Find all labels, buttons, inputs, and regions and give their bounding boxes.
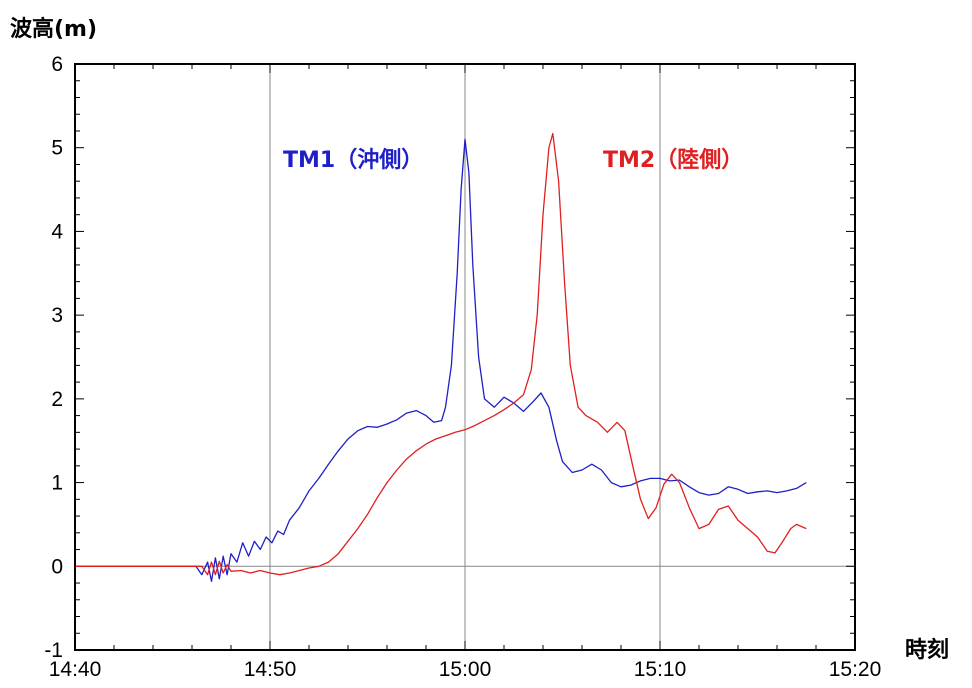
series-label-tm1: TM1（沖側）: [283, 148, 423, 173]
plot-frame: [74, 63, 856, 651]
y-tick-label: 6: [51, 53, 63, 76]
series-label-tm2: TM2（陸側）: [603, 147, 743, 173]
x-tick-label: 14:50: [244, 658, 297, 681]
y-tick-label: 1: [51, 472, 63, 495]
series-line-tm2: [75, 132, 807, 576]
y-tick-label: 2: [51, 388, 63, 411]
y-tick-label: 5: [51, 137, 63, 160]
series-line-tm1: [75, 138, 807, 583]
series-group: [75, 132, 807, 583]
x-axis-title: 時刻: [905, 637, 949, 663]
x-tick-label: 15:00: [439, 658, 492, 681]
y-tick-label: -1: [44, 639, 63, 662]
x-tick-label: 14:40: [49, 658, 102, 681]
y-tick-label: 3: [51, 304, 63, 327]
y-axis-title: 波高(m): [10, 16, 97, 42]
x-tick-label: 15:10: [634, 658, 687, 681]
y-tick-label: 4: [51, 220, 63, 243]
y-tick-label: 0: [51, 555, 63, 578]
x-tick-label: 15:20: [829, 658, 882, 681]
tick-labels: 14:40 14:50 15:00 15:10 15:20 -1 0 1 2 3 4 5 6: [44, 53, 881, 681]
